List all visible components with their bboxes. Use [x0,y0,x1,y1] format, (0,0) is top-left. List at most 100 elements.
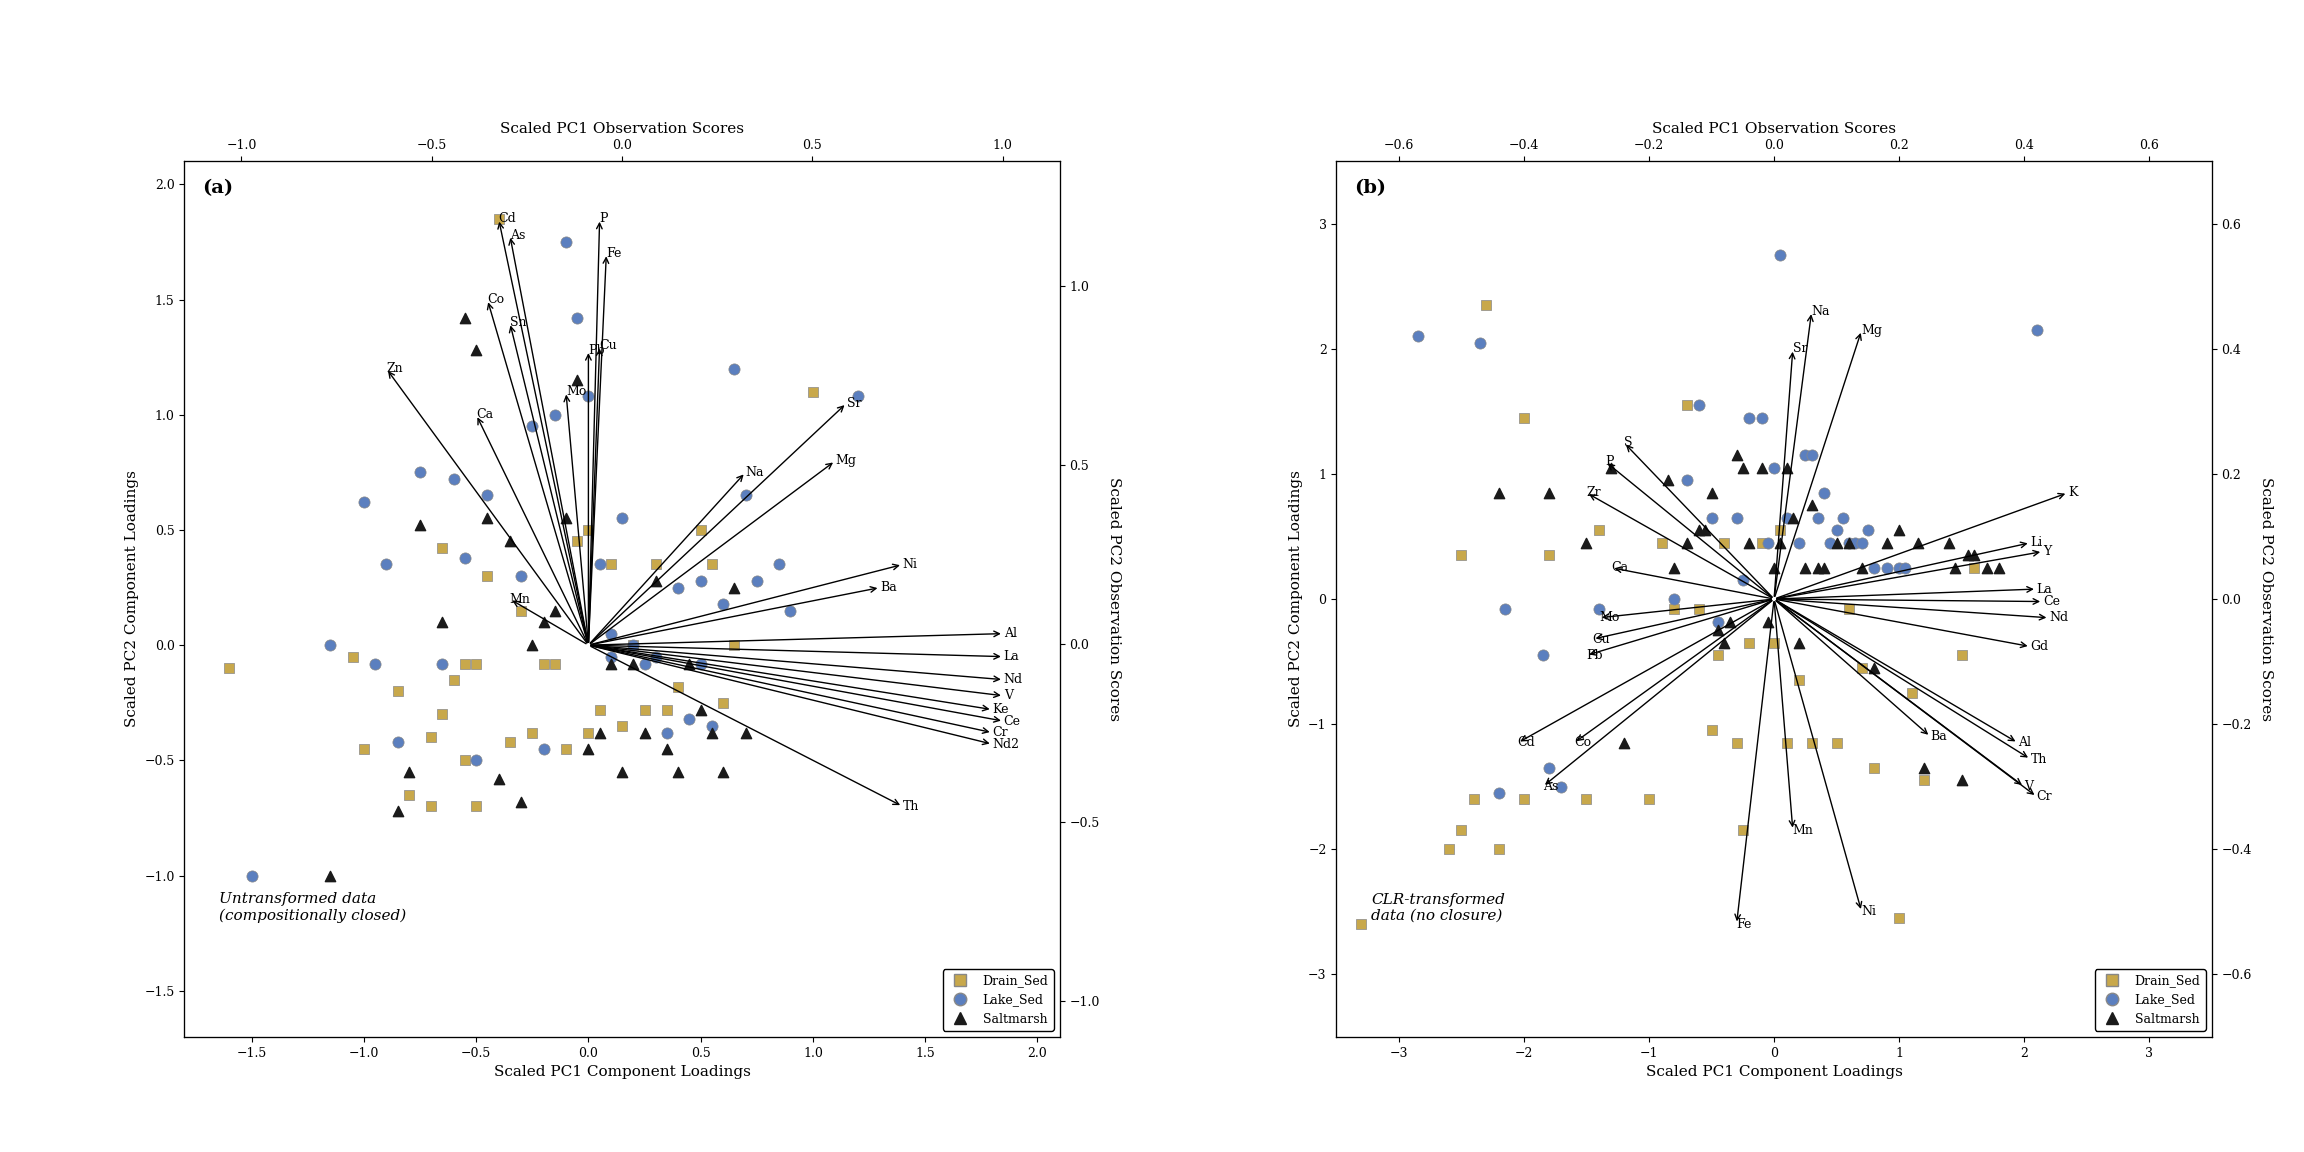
Point [458,797,495,816]
Point [569,723,606,742]
Point [1481,783,1518,802]
Point [1643,533,1680,552]
Point [581,700,617,719]
Point [1657,559,1693,577]
Point [1569,790,1606,809]
Point [1818,533,1855,552]
Point [1442,821,1479,840]
X-axis label: Scaled PC1 Observation Scores: Scaled PC1 Observation Scores [500,122,744,136]
Point [1730,634,1767,652]
Text: Ni: Ni [903,558,917,571]
Point [1744,458,1781,477]
Point [1705,533,1742,552]
Point [1569,533,1606,552]
Y-axis label: Scaled PC2 Component Loadings: Scaled PC2 Component Loadings [1288,471,1302,727]
Point [458,654,495,673]
Point [1657,590,1693,608]
Point [1700,621,1737,639]
Point [1581,600,1617,619]
Text: Nd2: Nd2 [993,737,1018,751]
Point [627,700,664,719]
Point [435,470,472,488]
Point [548,233,585,251]
Text: V: V [1005,689,1014,703]
Point [760,555,797,574]
Point [604,763,641,781]
Text: Ca: Ca [1610,561,1629,574]
Point [502,567,539,585]
Point [1719,508,1756,526]
Text: Sr: Sr [846,396,862,410]
Text: P: P [1606,455,1613,468]
Point [1680,521,1716,539]
Point [1938,559,1975,577]
Point [569,521,606,539]
Point [1442,546,1479,564]
Point [682,700,719,719]
Point [1781,672,1818,690]
Point [334,647,371,666]
Point [1855,559,1892,577]
Point [1767,508,1804,526]
Point [447,309,484,327]
Point [1832,533,1869,552]
Point [705,763,742,781]
Point [659,578,696,597]
Point [1949,546,1986,564]
Point [615,636,652,654]
Point [1763,521,1799,539]
Point [1530,484,1567,502]
Point [1730,409,1767,427]
Point [1687,521,1723,539]
Point [1931,533,1968,552]
Point [1700,613,1737,631]
Point [1650,471,1687,490]
Point [647,700,684,719]
Point [311,866,348,885]
Point [659,677,696,696]
Point [638,555,675,574]
Point [537,654,574,673]
Text: Mo: Mo [567,385,585,399]
Point [682,654,719,673]
Point [502,601,539,620]
Point [1763,245,1799,264]
Y-axis label: Scaled PC2 Observation Scores: Scaled PC2 Observation Scores [1106,477,1120,721]
Point [728,486,765,505]
Point [1756,634,1793,652]
Point [569,740,606,758]
Point [447,654,484,673]
Point [1905,771,1942,789]
Point [424,654,461,673]
Point [1730,533,1767,552]
Point [1723,458,1760,477]
Point [705,694,742,712]
Point [380,733,417,751]
Point [424,613,461,631]
Point [514,723,551,742]
Point [1719,734,1756,752]
Point [470,567,507,585]
Text: Gd: Gd [2030,641,2048,653]
Point [1693,484,1730,502]
Point [1811,533,1848,552]
Point [548,509,585,528]
Point [1505,409,1541,427]
Point [705,594,742,613]
Text: As: As [509,228,525,242]
Point [604,509,641,528]
Point [1855,659,1892,677]
Text: V: V [2025,780,2032,793]
Point [1657,600,1693,619]
Point [1818,521,1855,539]
Text: La: La [2037,583,2053,596]
Point [380,802,417,820]
Point [1905,759,1942,778]
Point [1592,458,1629,477]
Point [1880,559,1917,577]
Point [514,417,551,435]
Point [1486,600,1523,619]
Text: Fe: Fe [606,247,622,260]
Point [346,493,382,511]
Point [1799,559,1836,577]
